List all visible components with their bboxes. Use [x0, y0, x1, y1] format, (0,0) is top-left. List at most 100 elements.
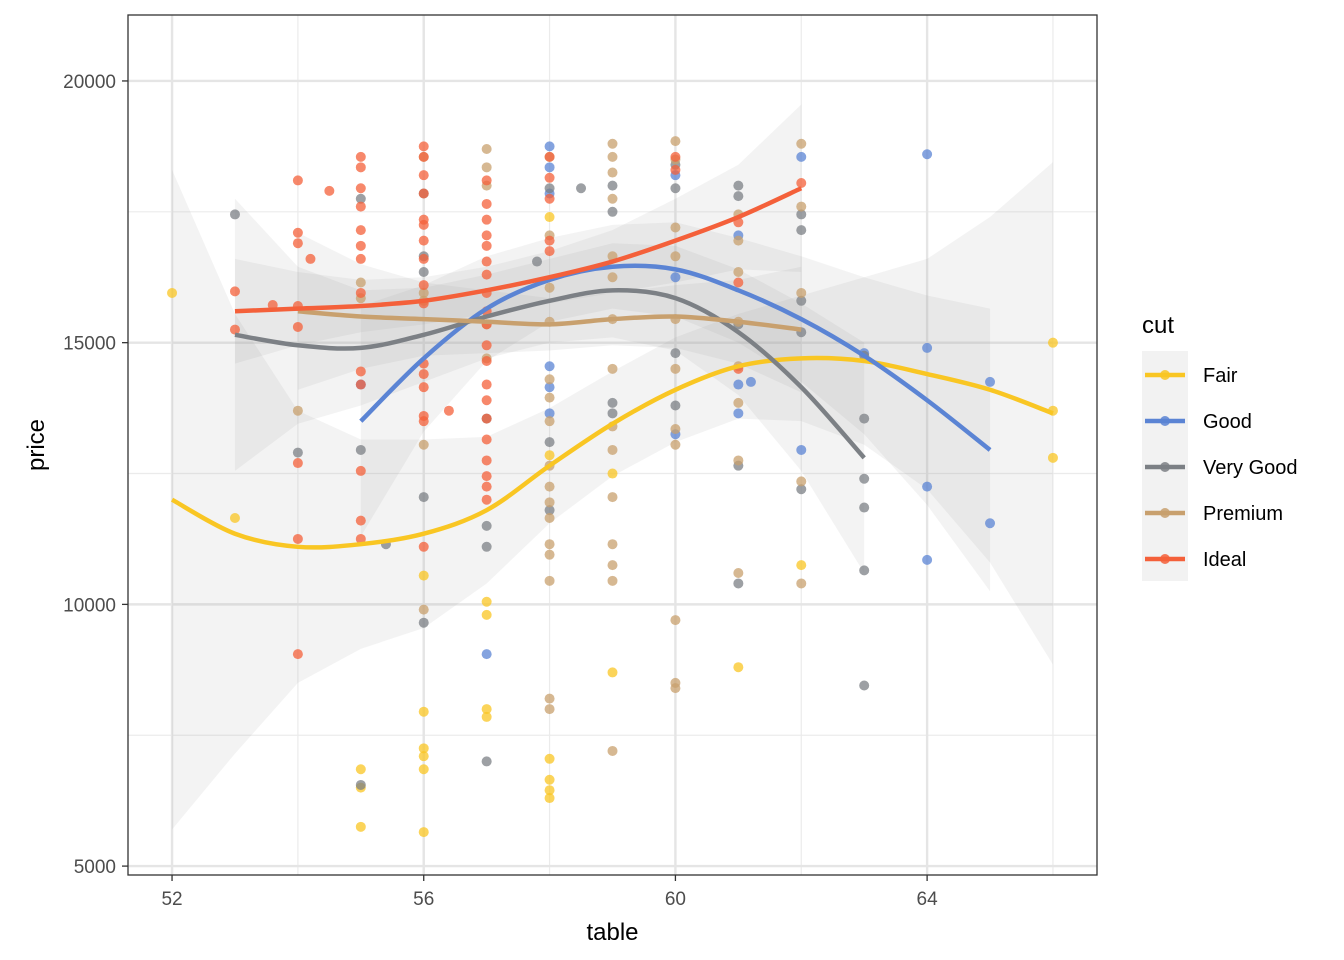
data-point — [607, 492, 618, 503]
data-point — [733, 180, 744, 191]
data-point — [355, 183, 366, 194]
data-point — [796, 287, 807, 298]
data-point — [607, 539, 618, 550]
data-point — [481, 269, 492, 280]
data-point — [544, 513, 555, 524]
data-point — [544, 437, 555, 448]
data-point — [670, 251, 681, 262]
data-point — [670, 615, 681, 626]
data-point — [418, 369, 429, 380]
data-point — [481, 198, 492, 209]
data-point — [292, 533, 303, 544]
data-point — [544, 392, 555, 403]
data-point — [418, 570, 429, 581]
confidence-band — [297, 232, 802, 393]
panel-border — [127, 14, 1098, 876]
data-point — [481, 240, 492, 251]
data-point — [796, 444, 807, 455]
data-point — [607, 575, 618, 586]
data-point — [481, 520, 492, 531]
data-point — [544, 539, 555, 550]
smooth-line — [297, 309, 802, 332]
data-point — [796, 178, 807, 189]
data-point — [544, 361, 555, 372]
legend-title: cut — [1142, 312, 1174, 339]
data-point — [355, 277, 366, 288]
data-point — [355, 240, 366, 251]
data-point — [355, 151, 366, 162]
y-tick-label: 20000 — [63, 72, 116, 93]
data-point — [733, 397, 744, 408]
panel-border-rect — [127, 14, 1098, 876]
legend: cut Fair Good Very Good Premium Ideal — [1142, 312, 1298, 581]
data-point — [859, 413, 870, 424]
data-point — [481, 609, 492, 620]
data-point — [670, 183, 681, 194]
data-point — [922, 554, 933, 565]
data-point — [607, 667, 618, 678]
data-point — [481, 541, 492, 552]
legend-label: Premium — [1203, 503, 1283, 525]
data-point — [670, 151, 681, 162]
data-point — [355, 253, 366, 264]
data-point — [481, 379, 492, 390]
data-point — [418, 188, 429, 199]
data-point — [229, 286, 240, 297]
confidence-band — [360, 222, 991, 592]
data-point — [418, 617, 429, 628]
x-tick-label: 60 — [665, 889, 686, 910]
data-point — [531, 256, 542, 267]
data-point — [544, 549, 555, 560]
data-point — [418, 287, 429, 298]
data-point — [481, 649, 492, 660]
data-point — [544, 382, 555, 393]
data-point — [418, 416, 429, 427]
data-point — [1047, 452, 1058, 463]
data-point — [745, 376, 756, 387]
confidence-bands — [172, 104, 1053, 830]
data-point — [355, 379, 366, 390]
data-point — [292, 175, 303, 186]
data-point — [418, 439, 429, 450]
data-point — [355, 162, 366, 173]
data-point — [607, 363, 618, 374]
data-point — [418, 492, 429, 503]
data-point — [443, 405, 454, 416]
data-point — [733, 277, 744, 288]
axes: 52 56 60 64 5000 10000 15000 20000 — [63, 72, 938, 910]
data-point — [733, 408, 744, 419]
data-point — [481, 711, 492, 722]
legend-key-point — [1160, 370, 1170, 380]
data-point — [418, 743, 429, 754]
data-point — [985, 518, 996, 529]
data-point — [481, 230, 492, 241]
data-point — [544, 450, 555, 461]
data-point — [481, 455, 492, 466]
smooth-line — [234, 288, 866, 460]
data-point — [1047, 337, 1058, 348]
data-point — [229, 209, 240, 220]
data-point — [229, 513, 240, 524]
data-point — [670, 348, 681, 359]
data-point — [733, 191, 744, 202]
data-point — [733, 455, 744, 466]
data-point — [544, 753, 555, 764]
data-point — [355, 779, 366, 790]
confidence-band — [172, 162, 1053, 830]
data-point — [418, 604, 429, 615]
data-point — [355, 515, 366, 526]
smooth-line — [234, 186, 803, 314]
data-point — [355, 821, 366, 832]
data-point — [418, 751, 429, 762]
data-point — [922, 149, 933, 160]
x-tick-label: 64 — [917, 889, 939, 910]
data-point — [733, 567, 744, 578]
data-point — [607, 745, 618, 756]
data-point — [418, 141, 429, 152]
data-point — [544, 151, 555, 162]
data-point — [670, 164, 681, 175]
data-point — [607, 468, 618, 479]
data-point — [418, 170, 429, 181]
data-point — [985, 376, 996, 387]
data-point — [607, 138, 618, 149]
